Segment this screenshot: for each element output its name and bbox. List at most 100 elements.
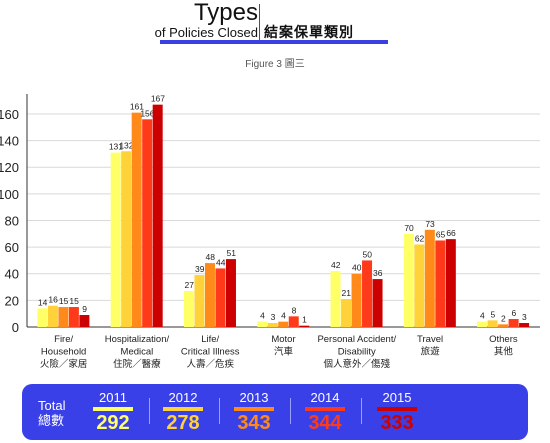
y-tick-label: 0 [12,320,19,335]
legend-item-2012: 2012 278 [148,390,218,435]
bar [267,323,278,327]
legend-separator [149,398,150,424]
bar [487,320,498,327]
bar-value-label: 5 [490,309,495,319]
legend-swatch [305,407,345,411]
bar [152,104,163,327]
legend-swatch [377,407,417,411]
bar [37,308,48,327]
title-divider [259,4,260,40]
legend-total-value: 333 [380,412,414,434]
y-tick-label: 80 [5,213,19,228]
bar [194,275,205,327]
legend-item-2014: 2014 344 [290,390,360,435]
x-category-label: 人壽／危疾 [186,358,234,370]
bar [424,229,435,327]
legend-year: 2012 [168,390,198,405]
bar-value-label: 6 [511,308,516,318]
bar-value-label: 15 [69,296,79,306]
title-chinese: 結案保單類別 [264,24,354,40]
chart-header: Types of Policies Closed 結案保單類別 [0,0,550,50]
bar [341,299,352,327]
bar [445,239,456,327]
legend-separator [219,398,220,424]
bar [110,152,121,327]
bar-value-label: 36 [373,268,383,278]
legend-swatch [163,407,203,411]
bar-value-label: 21 [342,288,352,298]
x-category-label: Personal Accident/ [317,334,396,345]
y-tick-label: 60 [5,240,19,255]
bar [403,233,414,327]
bar [435,240,446,327]
x-category-label: 其他 [494,346,514,358]
y-tick-label: 20 [5,293,19,308]
bar [215,268,226,327]
bar-value-label: 66 [446,228,456,238]
bar-value-label: 39 [195,264,205,274]
y-tick-label: 120 [0,160,19,175]
bar [142,119,153,327]
bar-value-label: 27 [184,280,194,290]
y-tick-label: 40 [5,267,19,282]
x-category-label: Life/ [201,334,219,345]
bar [58,307,69,327]
bar [351,273,362,327]
bar [508,319,519,327]
bar [79,315,90,327]
bar [183,291,194,327]
bar [372,279,383,327]
bar-value-label: 15 [59,296,69,306]
bar-value-label: 4 [480,311,485,321]
x-category-label: Critical Illness [181,347,240,358]
bar-value-label: 132 [119,140,133,150]
bar-value-label: 4 [281,311,286,321]
title-english: Types of Policies Closed [155,0,258,41]
bar [362,260,373,327]
bar-value-label: 70 [404,223,414,233]
bar-value-label: 9 [82,304,87,314]
bar [225,259,236,327]
legend-totals-bar: Total 總數 2011 292 2012 278 2013 343 2014… [22,384,528,440]
title-main: Types [193,0,258,26]
legend-total-value: 344 [308,412,342,434]
x-category-label: Medical [121,347,154,358]
bar-value-label: 4 [260,311,265,321]
bar-value-label: 50 [363,249,373,259]
bar-value-label: 8 [292,305,297,315]
legend-item-2015: 2015 333 [362,390,432,435]
bar [330,271,341,327]
bar-value-label: 131 [109,142,123,152]
bar [477,321,488,327]
x-category-label: Others [489,334,518,345]
legend-separator [290,398,291,424]
bar [414,244,425,327]
legend-item-2013: 2013 343 [219,390,289,435]
bar-value-label: 156 [140,108,154,118]
bar [68,307,79,327]
bar-value-label: 3 [522,312,527,322]
bar-value-label: 44 [216,257,226,267]
bar-value-label: 1 [302,315,307,325]
legend-year: 2011 [99,390,127,405]
x-category-label: Disability [338,347,376,358]
x-category-label: 住院／醫療 [113,358,161,370]
x-category-label: 個人意外／傷殘 [324,358,391,370]
x-category-label: Travel [417,334,443,345]
bar [47,305,58,327]
legend-year: 2013 [239,390,269,405]
legend-swatch [234,407,274,411]
bar-value-label: 167 [151,94,165,104]
bar [204,263,215,327]
bar [288,316,299,327]
legend-year: 2014 [310,390,340,405]
bar-value-label: 40 [352,263,362,273]
bar [121,151,132,327]
legend-year: 2015 [382,390,412,405]
x-category-label: Household [41,347,86,358]
legend-total-value: 292 [96,412,130,434]
bar [519,323,530,327]
y-tick-label: 160 [0,107,19,122]
bar [278,321,289,327]
